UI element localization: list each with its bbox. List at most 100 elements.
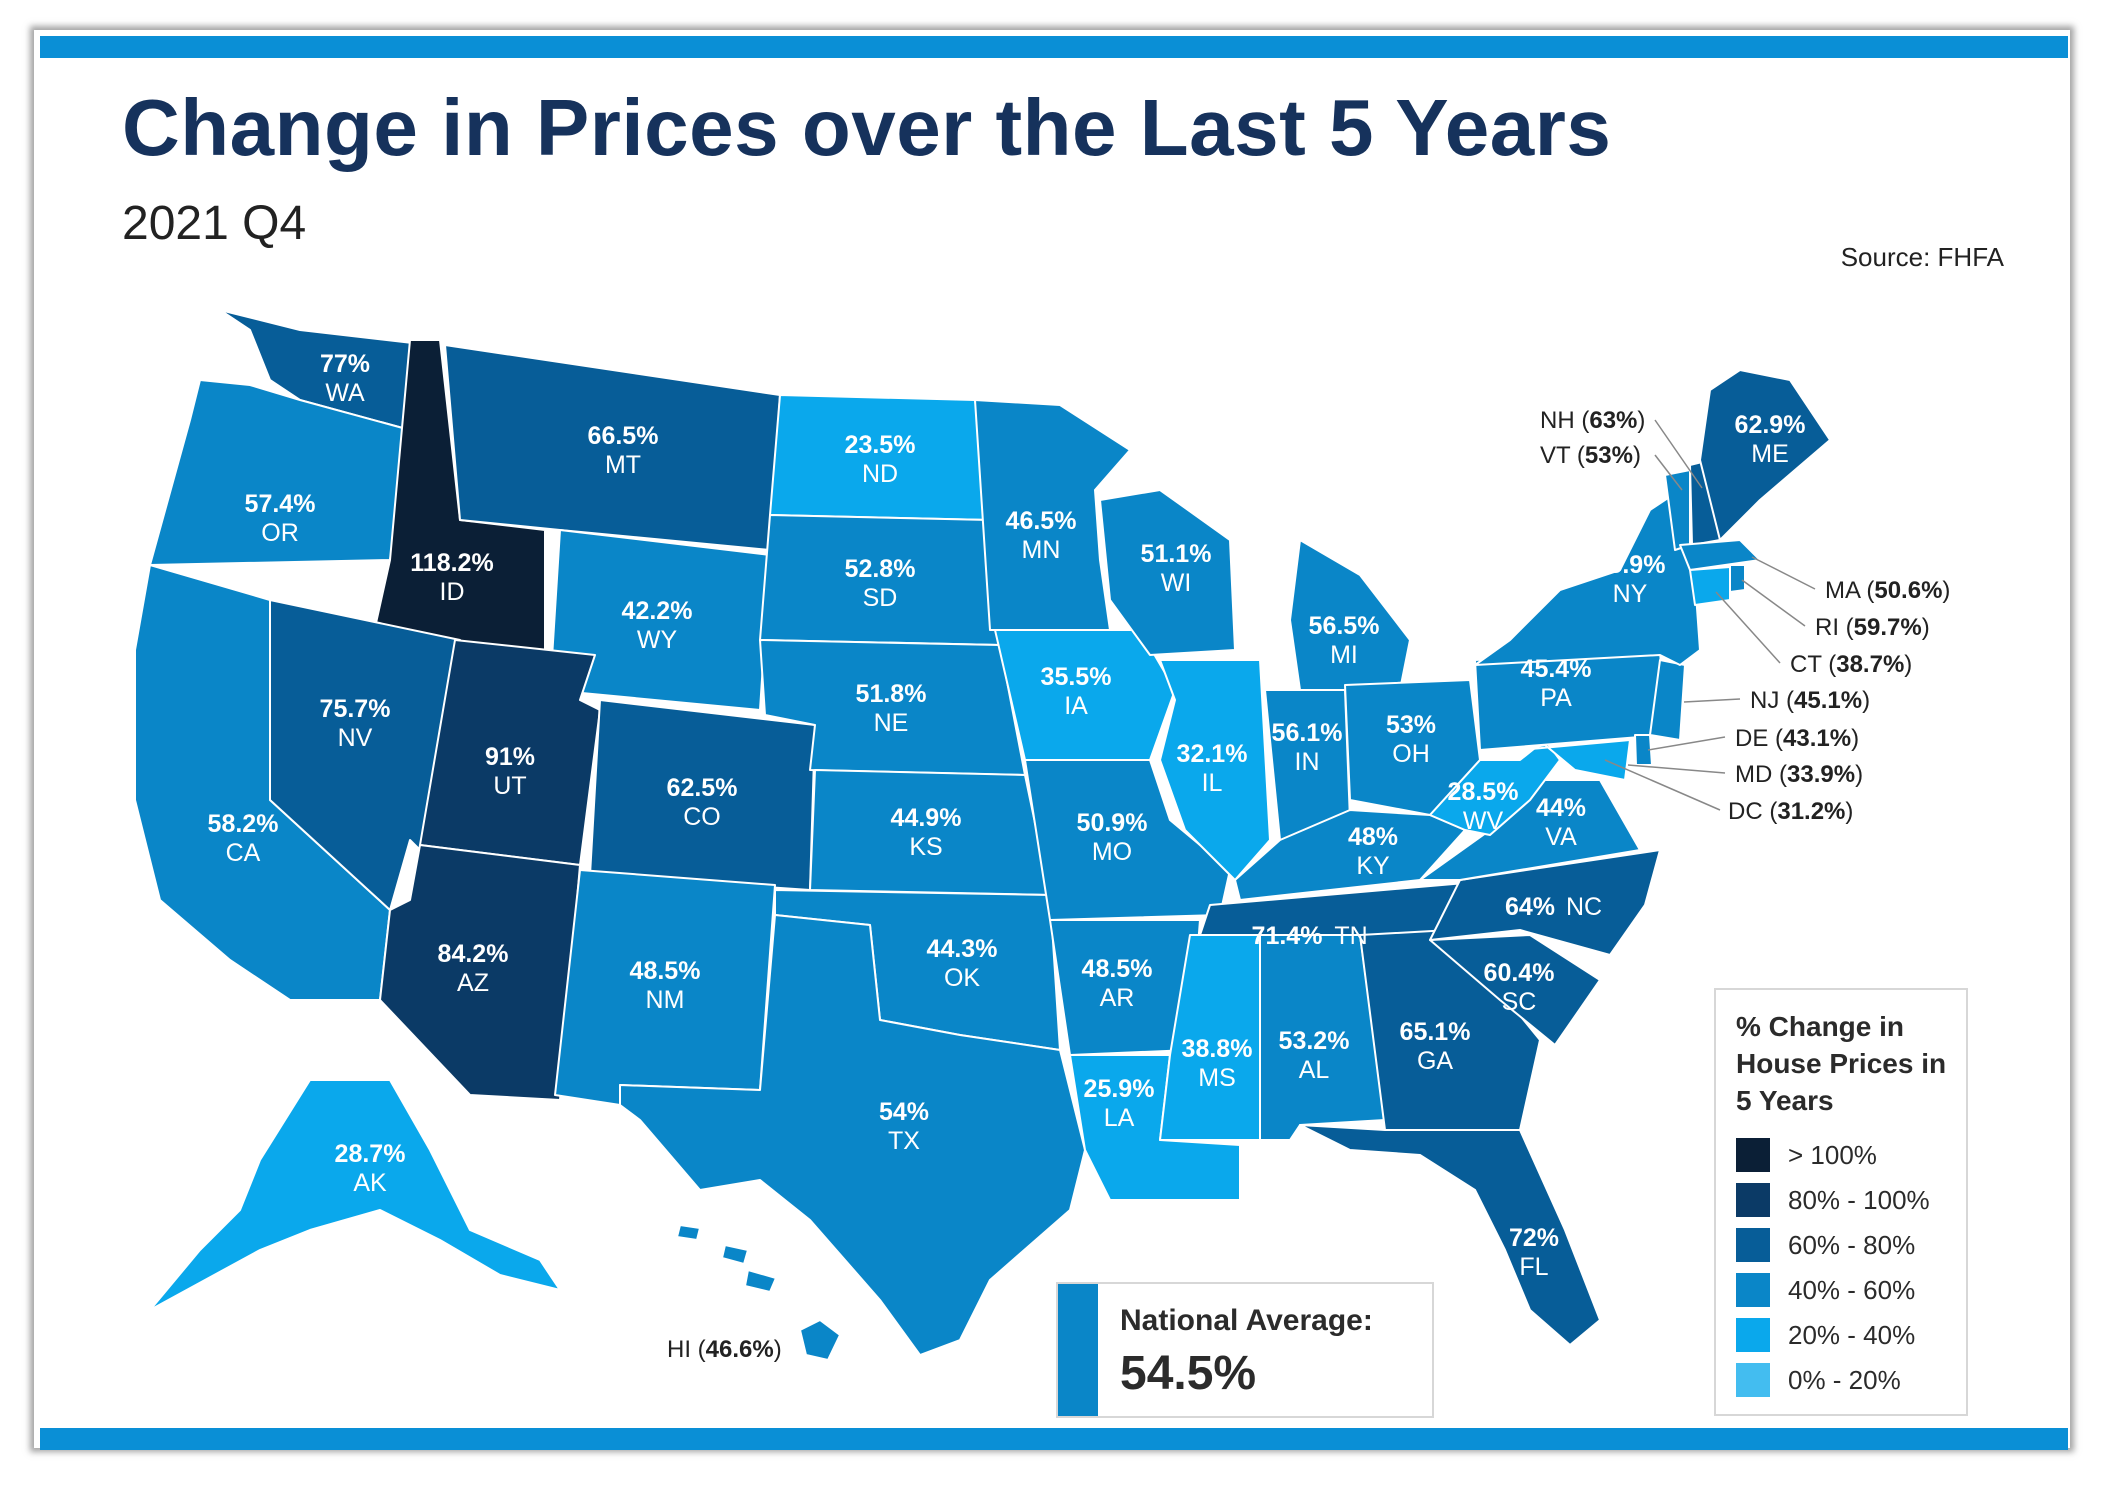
callout-VT: VT (53%)	[1540, 442, 1641, 469]
value-NY: 45.9%	[1595, 551, 1666, 579]
value-NC: 64%	[1505, 893, 1555, 921]
abbr-PA: PA	[1540, 684, 1572, 712]
abbr-KS: KS	[909, 833, 942, 861]
abbr-LA: LA	[1104, 1104, 1135, 1132]
abbr-WA: WA	[325, 379, 365, 407]
value-IL: 32.1%	[1177, 740, 1248, 768]
value-LA: 25.9%	[1084, 1075, 1155, 1103]
state-AK	[149, 1079, 561, 1311]
callout-DC: DC (31.2%)	[1728, 798, 1853, 825]
value-NE: 51.8%	[856, 680, 927, 708]
abbr-IN: IN	[1295, 748, 1320, 776]
value-SD: 52.8%	[845, 555, 916, 583]
legend-swatch	[1736, 1183, 1770, 1217]
abbr-TX: TX	[888, 1127, 920, 1155]
state-TX	[619, 914, 1086, 1356]
callout-NJ: NJ (45.1%)	[1750, 687, 1870, 714]
legend-title: % Change in House Prices in 5 Years	[1736, 1011, 1947, 1116]
value-AL: 53.2%	[1279, 1027, 1350, 1055]
abbr-OK: OK	[944, 964, 980, 992]
state-IL	[1159, 659, 1271, 881]
value-KY: 48%	[1348, 823, 1398, 851]
value-WI: 51.1%	[1141, 540, 1212, 568]
abbr-NV: NV	[338, 724, 373, 752]
state-WI	[1099, 489, 1236, 656]
value-VA: 44%	[1536, 794, 1586, 822]
abbr-MT: MT	[605, 451, 641, 479]
national-average-box: National Average: 54.5%	[1056, 1282, 1434, 1418]
value-IN: 56.1%	[1272, 719, 1343, 747]
state-MA	[1679, 539, 1761, 571]
abbr-CA: CA	[226, 839, 261, 867]
abbr-KY: KY	[1356, 852, 1390, 880]
state-HI-island-2	[744, 1269, 777, 1293]
abbr-NY: NY	[1613, 580, 1648, 608]
map-title: Change in Prices over the Last 5 Years	[122, 83, 1612, 172]
abbr-ME: ME	[1751, 440, 1789, 468]
abbr-MS: MS	[1198, 1064, 1236, 1092]
callout-RI: RI (59.7%)	[1815, 614, 1930, 641]
value-ID: 118.2%	[410, 549, 493, 577]
abbr-AZ: AZ	[457, 969, 489, 997]
national-average-label: National Average:	[1120, 1304, 1373, 1337]
abbr-CO: CO	[683, 803, 721, 831]
value-IA: 35.5%	[1041, 663, 1112, 691]
state-HI-island-4	[676, 1224, 701, 1241]
abbr-FL: FL	[1519, 1253, 1548, 1281]
value-WV: 28.5%	[1448, 778, 1519, 806]
abbr-AK: AK	[353, 1169, 387, 1197]
value-MI: 56.5%	[1309, 612, 1380, 640]
legend-label: > 100%	[1788, 1140, 1877, 1170]
abbr-NM: NM	[646, 986, 685, 1014]
abbr-ID: ID	[440, 578, 465, 606]
value-WY: 42.2%	[622, 597, 693, 625]
map-subtitle: 2021 Q4	[122, 197, 307, 250]
abbr-OH: OH	[1392, 740, 1430, 768]
legend-label: 60% - 80%	[1788, 1230, 1916, 1260]
value-MN: 46.5%	[1006, 507, 1077, 535]
legend-swatch	[1736, 1228, 1770, 1262]
value-PA: 45.4%	[1521, 655, 1592, 683]
abbr-IA: IA	[1064, 692, 1088, 720]
abbr-IL: IL	[1202, 769, 1223, 797]
legend-swatch	[1736, 1363, 1770, 1397]
state-SC	[1429, 934, 1601, 1046]
value-SC: 60.4%	[1484, 959, 1555, 987]
callout-MA: MA (50.6%)	[1825, 577, 1950, 604]
legend-label: 20% - 40%	[1788, 1320, 1916, 1350]
legend-swatch	[1736, 1273, 1770, 1307]
value-OR: 57.4%	[245, 490, 316, 518]
national-average-accent-bar	[1058, 1284, 1098, 1416]
value-OH: 53%	[1386, 711, 1436, 739]
legend-swatch	[1736, 1138, 1770, 1172]
state-CT	[1689, 566, 1731, 606]
callout-HI: HI (46.6%)	[667, 1336, 782, 1363]
abbr-MN: MN	[1022, 536, 1061, 564]
callout-DE: DE (43.1%)	[1735, 725, 1859, 752]
abbr-UT: UT	[493, 772, 526, 800]
abbr-WI: WI	[1161, 569, 1192, 597]
national-average-value: 54.5%	[1120, 1347, 1257, 1400]
callout-CT: CT (38.7%)	[1790, 651, 1912, 678]
state-ME	[1699, 369, 1831, 541]
value-MS: 38.8%	[1182, 1035, 1253, 1063]
value-MT: 66.5%	[588, 422, 659, 450]
value-UT: 91%	[485, 743, 535, 771]
abbr-AL: AL	[1299, 1056, 1330, 1084]
state-WV	[1429, 739, 1561, 836]
state-HI-island-3	[721, 1244, 749, 1265]
value-WA: 77%	[320, 350, 370, 378]
value-AR: 48.5%	[1082, 955, 1153, 983]
state-WY	[549, 529, 771, 711]
value-NM: 48.5%	[630, 957, 701, 985]
legend: % Change in House Prices in 5 Years > 10…	[1714, 988, 1968, 1416]
legend-label: 80% - 100%	[1788, 1185, 1930, 1215]
state-HI	[799, 1319, 841, 1361]
value-MO: 50.9%	[1077, 809, 1148, 837]
abbr-WV: WV	[1463, 807, 1504, 835]
abbr-MO: MO	[1092, 838, 1132, 866]
value-ME: 62.9%	[1735, 411, 1806, 439]
value-AK: 28.7%	[335, 1140, 406, 1168]
value-OK: 44.3%	[927, 935, 998, 963]
